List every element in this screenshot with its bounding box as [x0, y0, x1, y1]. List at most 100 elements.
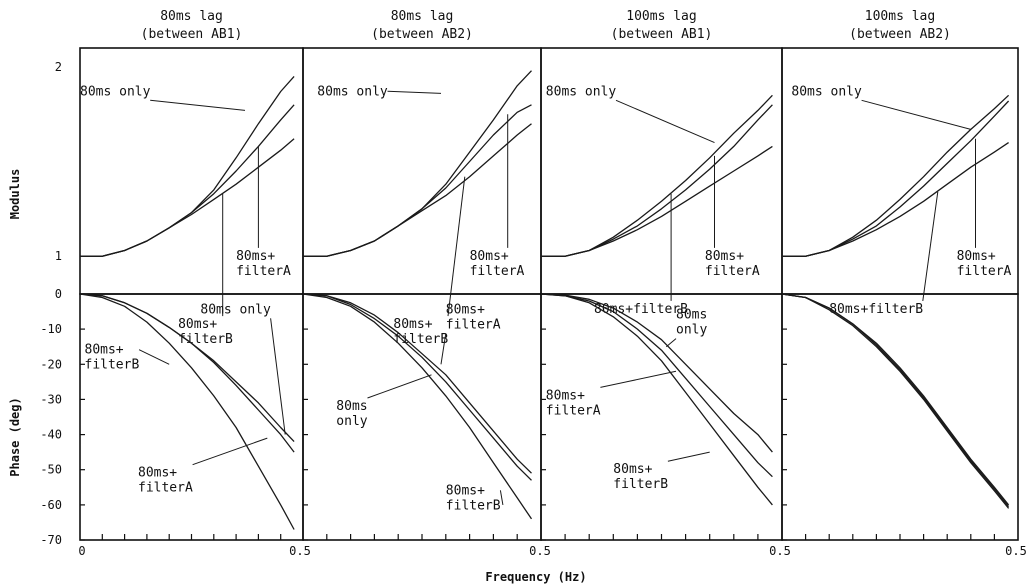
modulus-ytick-label-1: 1	[55, 249, 62, 263]
panel-4-modulus-label-1-line-1: 80ms only	[791, 84, 862, 99]
panel-3-modulus-line-3	[541, 145, 773, 257]
panel-4-phase-line-3	[781, 293, 1010, 508]
panel-1-modulus-label-2: 80ms+ filterA	[236, 249, 291, 279]
panel-1-modulus-label-2-line-2: filterA	[236, 264, 291, 279]
panel-4-modulus-label-3: 80ms+filterB	[829, 302, 923, 317]
panel-3-modulus-label-2-line-1: 80ms+	[705, 249, 744, 264]
panel-3-phase-label-1-line-1: 80ms	[676, 308, 707, 323]
panel-1-phase-line-3	[79, 293, 295, 530]
panel-4-modulus-label-1: 80ms only	[791, 84, 862, 99]
xlabel: Frequency (Hz)	[485, 570, 586, 584]
panel-2-subtitle: (between AB2)	[371, 27, 473, 42]
panel-3-phase-label-2-line-2: filterA	[546, 403, 601, 418]
panel-2-phase-label-2: 80ms only	[336, 399, 367, 429]
panel-4-modulus-label-2: 80ms+ filterA	[957, 249, 1012, 279]
phase-ytick-label-6: -50	[40, 463, 62, 477]
xtick-label-2: 0.5	[289, 544, 311, 558]
xtick-label-5: 0.5	[1005, 544, 1027, 558]
panel-1-modulus-label-2-line-1: 80ms+	[236, 249, 275, 264]
panel-3-phase-leader-3	[667, 451, 710, 462]
panel-4-modulus-label-3-line-1: 80ms+filterB	[829, 302, 923, 317]
panel-4-modulus-leader-3	[922, 191, 939, 301]
panel-4-modulus-line-1	[782, 94, 1010, 257]
phase-ytick-label-7: -60	[40, 498, 62, 512]
panel-2-phase-line-1	[302, 293, 532, 474]
ylabel-modulus: Modulus	[8, 169, 22, 220]
panel-1-phase-leader-2	[138, 349, 170, 365]
panel-1-modulus-line-2	[80, 104, 295, 257]
panel-2-modulus-label-2: 80ms+ filterA	[470, 249, 525, 279]
panel-4-modulus-leader-1	[861, 99, 971, 130]
panel-1-phase-label-3: 80ms+ filterA	[138, 466, 193, 496]
panel-2-title: 80ms lag	[391, 9, 454, 24]
panel-2-modulus-label-2-line-2: filterA	[470, 264, 525, 279]
panel-3-phase-label-3: 80ms+ filterB	[613, 462, 668, 492]
panel-2-phase-label-1-line-1: 80ms+	[446, 302, 485, 317]
panel-4: 100ms lag (between AB2) 80ms only 80ms+ filt…	[781, 9, 1019, 541]
chart-axes: Modulus Phase (deg) Frequency (Hz) 1 2 0 -1…	[8, 60, 1027, 584]
panel-2-modulus-label-2-line-1: 80ms+	[470, 249, 509, 264]
panel-4-modulus-line-2	[782, 100, 1010, 257]
panel-1-phase-leader-1	[270, 318, 286, 435]
panel-1-phase-label-3-line-1: 80ms+	[138, 466, 177, 481]
panel-2-phase-label-3: 80ms+ filterB	[446, 483, 501, 513]
panel-3-phase-line-1	[540, 293, 773, 453]
panel-1-phase-label-2-line-2: filterB	[85, 358, 140, 373]
panel-1-modulus-label-3: 80ms+ filterB	[178, 317, 233, 347]
panel-1-modulus-label-1-line-1: 80ms only	[80, 84, 151, 99]
panel-2-modulus-line-2	[303, 104, 532, 257]
panel-4-phase-frame	[781, 293, 1019, 541]
panel-2-phase-label-3-line-2: filterB	[446, 498, 501, 513]
panel-3-phase-leader-2	[600, 370, 677, 388]
panel-2-modulus-leader-1	[387, 90, 442, 94]
panel-3-phase-label-3-line-1: 80ms+	[613, 462, 652, 477]
panel-2-modulus-line-3	[303, 123, 532, 257]
panel-2-modulus-label-3: 80ms+ filterB	[393, 317, 448, 347]
panel-3-modulus-leader-1	[615, 99, 715, 144]
panel-2-phase-label-2-line-2: only	[336, 414, 367, 429]
panel-2-phase-label-1-line-2: filterA	[446, 317, 501, 332]
panel-4-phase-line-1	[781, 293, 1010, 506]
panel-3-modulus-label-2-line-2: filterA	[705, 264, 760, 279]
panel-1-subtitle: (between AB1)	[141, 27, 243, 42]
panel-1-phase-label-1: 80ms only	[200, 302, 271, 317]
panel-3-phase-leader-1	[665, 338, 677, 348]
panel-3-modulus-label-2: 80ms+ filterA	[705, 249, 760, 279]
panel-3-modulus-label-1: 80ms only	[546, 84, 617, 99]
panel-1-phase-label-2: 80ms+ filterB	[85, 343, 140, 373]
panel-3-modulus-label-3-line-1: 80ms+filterB	[594, 302, 688, 317]
panel-4-subtitle: (between AB2)	[849, 27, 951, 42]
panel-2-modulus-label-1-line-1: 80ms only	[317, 84, 388, 99]
xtick-label-1: 0	[78, 544, 85, 558]
phase-ytick-label-3: -20	[40, 357, 62, 371]
panel-3-phase-line-2	[540, 293, 773, 478]
xtick-label-4: 0.5	[769, 544, 791, 558]
panel-3-modulus-line-2	[541, 104, 773, 257]
panel-2-phase-leader-3	[499, 490, 504, 505]
panel-2-phase-leader-1	[440, 333, 447, 365]
panel-3-modulus-label-1-line-1: 80ms only	[546, 84, 617, 99]
panel-3-phase-label-2-line-1: 80ms+	[546, 388, 585, 403]
panel-1-modulus-line-3	[80, 138, 295, 257]
panel-3-modulus-label-3: 80ms+filterB	[594, 302, 688, 317]
ylabel-phase: Phase (deg)	[8, 397, 22, 476]
panel-2-phase-line-2	[302, 293, 532, 481]
panel-1-phase-label-3-line-2: filterA	[138, 481, 193, 496]
panel-4-modulus-label-2-line-2: filterA	[957, 264, 1012, 279]
phase-ytick-label-1: 0	[55, 287, 62, 301]
modulus-ytick-label-2: 2	[55, 60, 62, 74]
panel-3-phase-label-1: 80ms only	[676, 308, 707, 338]
panel-4-title: 100ms lag	[865, 9, 935, 24]
panel-1-modulus-label-3-line-1: 80ms+	[178, 317, 217, 332]
panel-2-phase-label-3-line-1: 80ms+	[446, 483, 485, 498]
panel-3-phase-line-3	[540, 293, 773, 506]
panel-1-modulus-label-1: 80ms only	[80, 84, 151, 99]
panel-2-modulus-label-3-line-1: 80ms+	[393, 317, 432, 332]
xtick-label-3: 0.5	[529, 544, 551, 558]
panel-1-modulus-leader-1	[150, 99, 246, 111]
phase-ytick-label-2: -10	[40, 322, 62, 336]
